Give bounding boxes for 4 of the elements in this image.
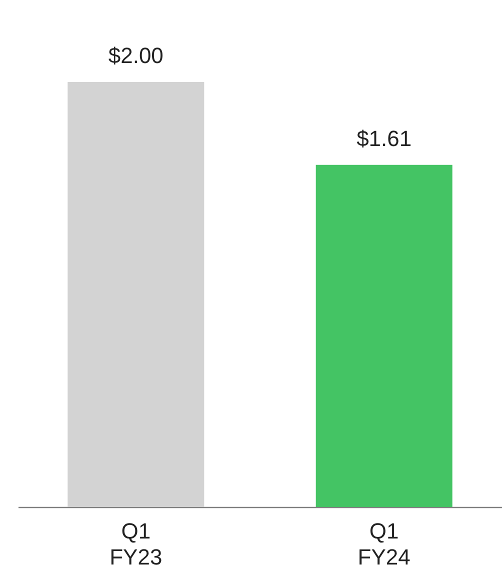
x-tick-label: Q1 FY23 <box>110 518 162 570</box>
data-label: $2.00 <box>108 43 164 68</box>
data-label: $1.61 <box>356 126 412 151</box>
x-tick-label: Q1 FY24 <box>358 518 410 570</box>
